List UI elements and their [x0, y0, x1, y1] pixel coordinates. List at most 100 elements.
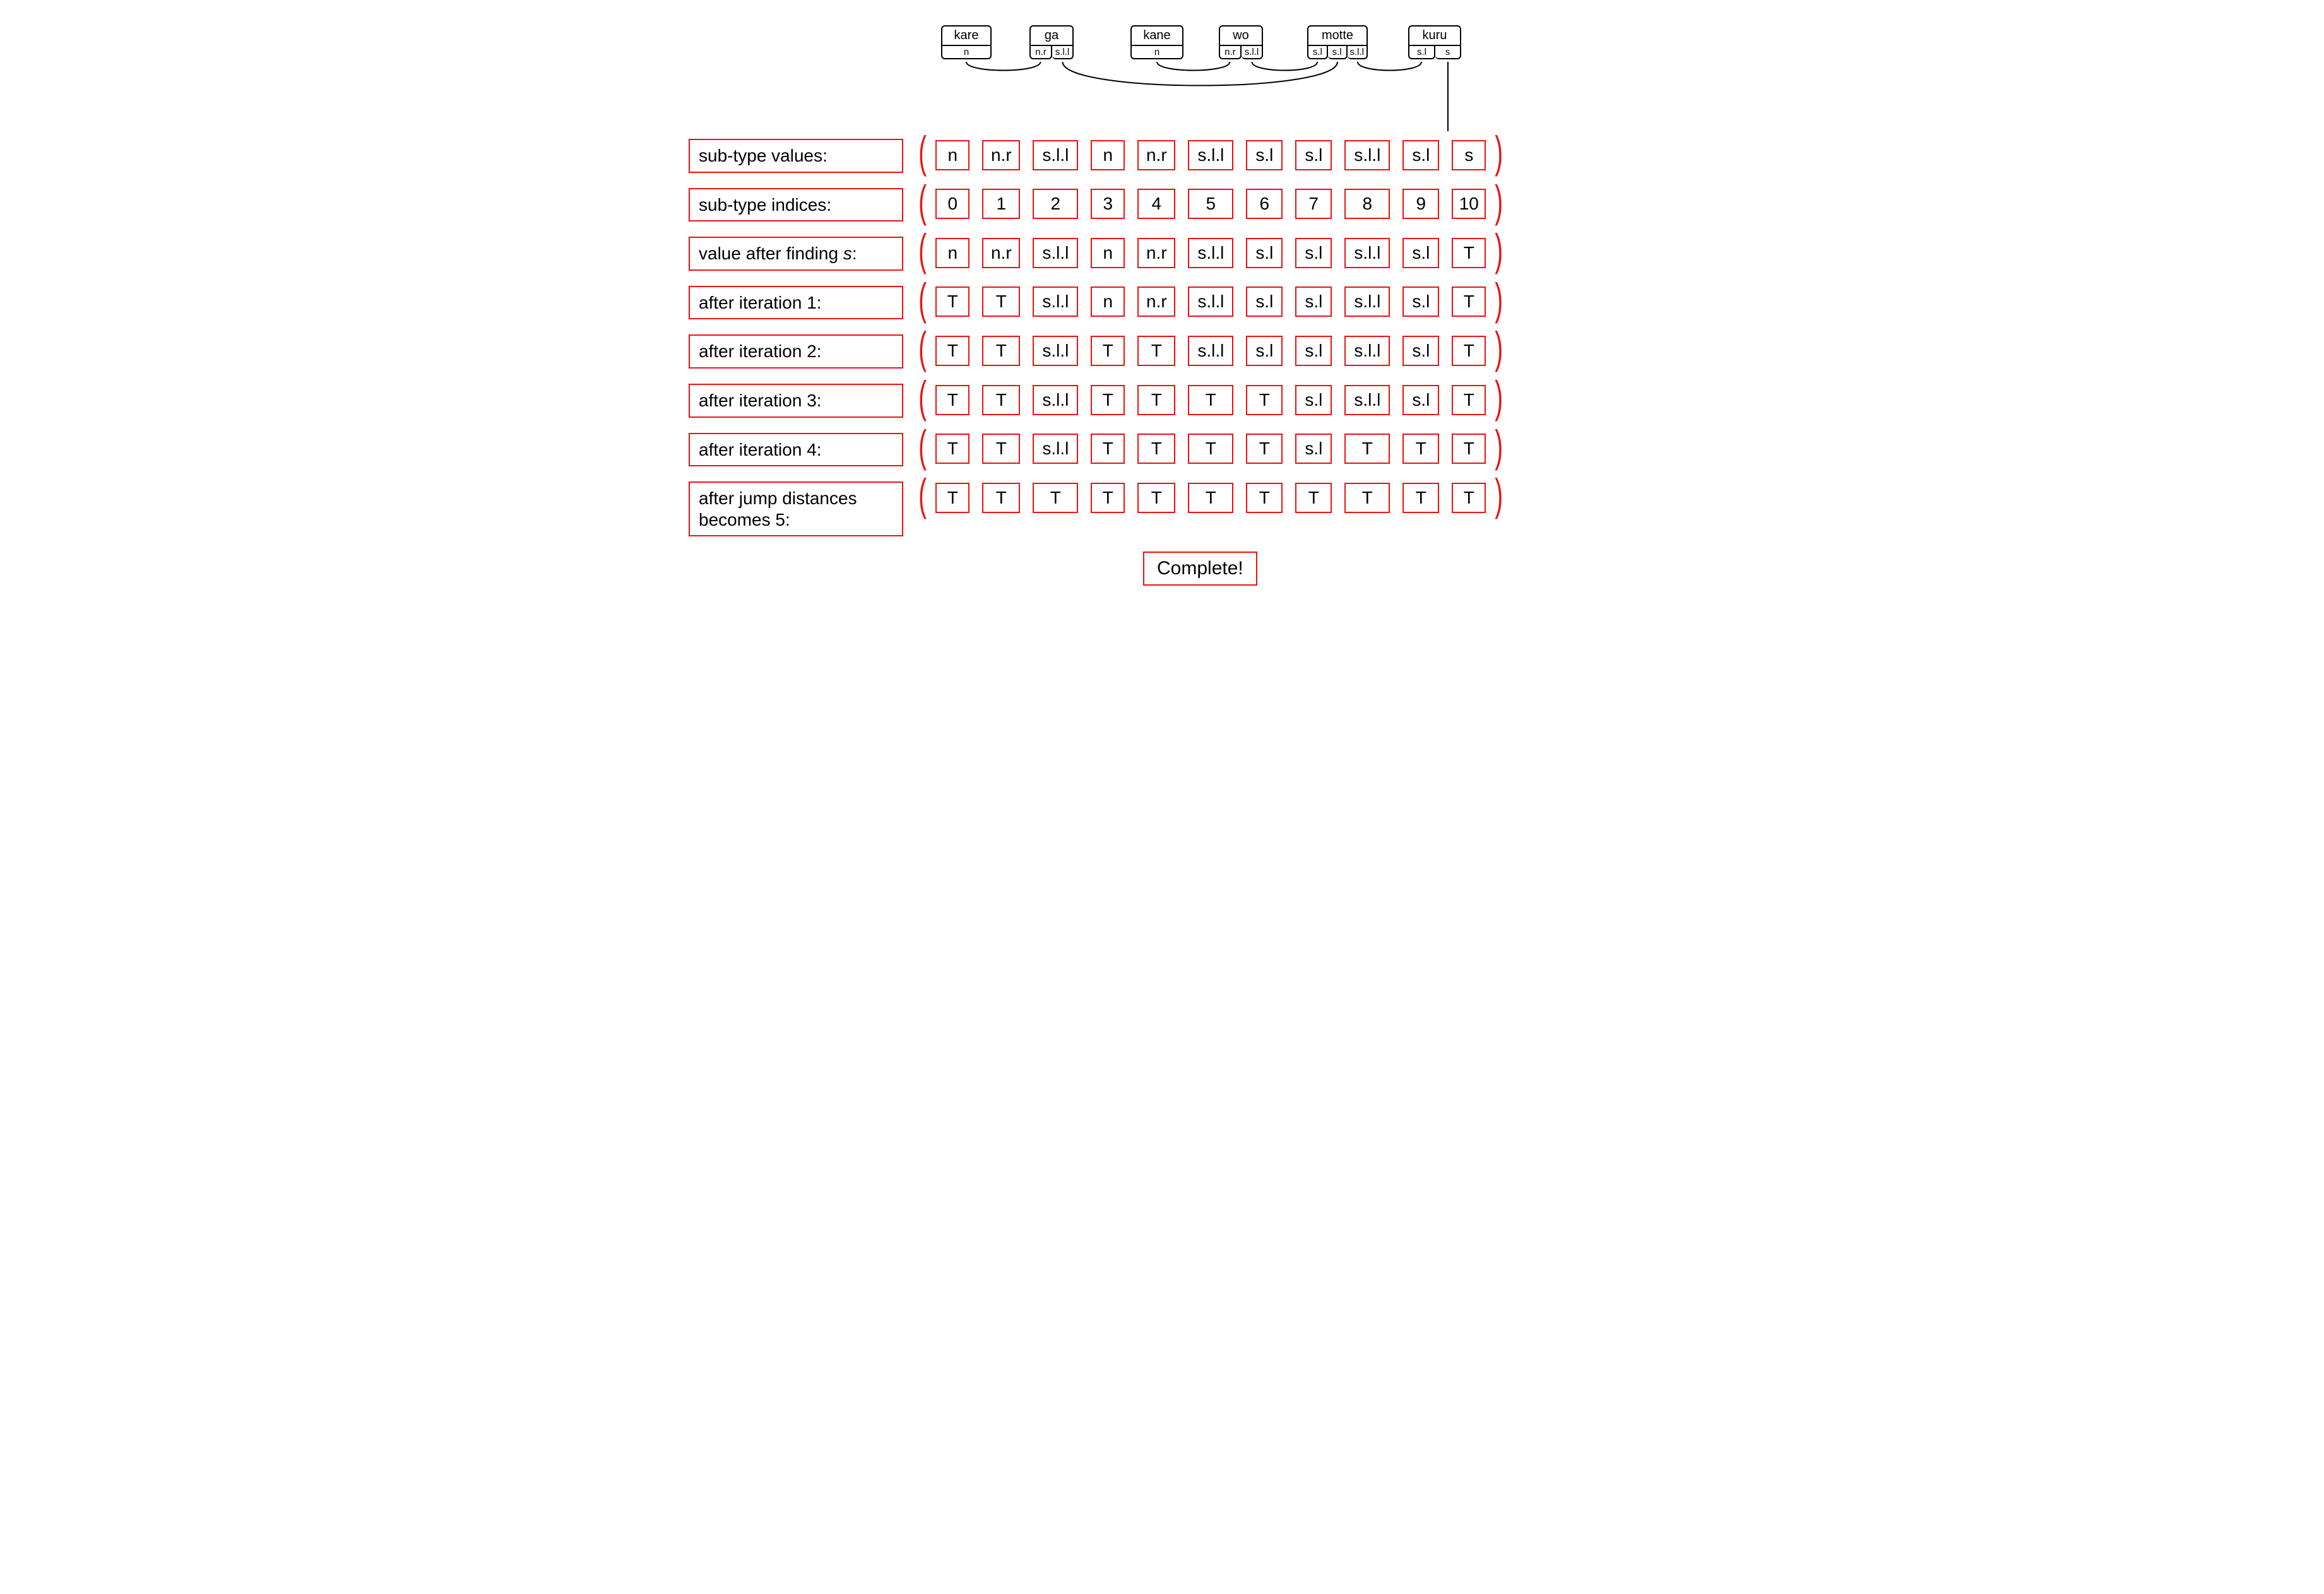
cell: T: [935, 434, 969, 464]
cell: 7: [1295, 189, 1332, 219]
iteration-row: after iteration 2:(TTs.l.lTTs.l.ls.ls.ls…: [689, 334, 1635, 369]
cell: 9: [1402, 189, 1439, 219]
subtype-cell: n.r: [1219, 46, 1242, 59]
cell: s.l.l: [1033, 434, 1078, 464]
word-label: wo: [1219, 25, 1263, 46]
cell: n: [1091, 286, 1125, 317]
subtype-cell: n.r: [1029, 46, 1052, 59]
bracket-right: ): [1495, 184, 1503, 219]
bracket-left: (: [918, 233, 927, 268]
cells-wrap: (TTTTTTTTTTT): [916, 481, 1506, 514]
complete-badge: Complete!: [1143, 552, 1257, 586]
cell: T: [935, 286, 969, 317]
bracket-right: ): [1495, 428, 1503, 464]
cell: T: [982, 385, 1020, 415]
cell: T: [935, 336, 969, 366]
cells-wrap: (nn.rs.l.lnn.rs.l.ls.ls.ls.l.ls.lT): [916, 237, 1506, 269]
cell: s.l: [1295, 286, 1332, 317]
row-label: after iteration 3:: [689, 384, 903, 418]
subtype-cell: s.l.l: [1348, 46, 1368, 59]
cell: 10: [1452, 189, 1486, 219]
subtype-bar: n.rs.l.l: [1219, 45, 1263, 59]
iteration-rows: sub-type values: ( n n.r s.l.l n n.r s.l.l s.l s.…: [689, 139, 1635, 536]
row-label: sub-type indices:: [689, 188, 903, 222]
iteration-row: sub-type values:(nn.rs.l.lnn.rs.l.ls.ls.…: [689, 139, 1635, 173]
iteration-row: after iteration 1:(TTs.l.lnn.rs.l.ls.ls.…: [689, 286, 1635, 320]
bracket-left: (: [918, 331, 927, 366]
cell: s.l.l: [1033, 385, 1078, 415]
cell: s.l.l: [1344, 336, 1390, 366]
bracket-right: ): [1495, 331, 1503, 366]
row-label: sub-type values:: [689, 139, 903, 173]
cell: s.l.l: [1344, 385, 1390, 415]
cell: T: [1402, 434, 1439, 464]
word-node: karen: [941, 25, 992, 59]
cell: T: [1344, 434, 1390, 464]
subtype-cell: n: [941, 46, 992, 59]
word-label: ga: [1029, 25, 1074, 46]
cell: T: [1188, 385, 1233, 415]
cell: s.l.l: [1188, 336, 1233, 366]
cell: T: [1246, 483, 1283, 513]
cell: T: [982, 483, 1020, 513]
bracket-right: ): [1495, 281, 1503, 317]
subtype-cell: s.l: [1328, 46, 1348, 59]
cell: s.l: [1402, 336, 1439, 366]
cell: s.l.l: [1344, 286, 1390, 317]
subtype-cell: s.l: [1307, 46, 1328, 59]
cell: n.r: [982, 238, 1020, 268]
cell: s.l.l: [1033, 336, 1078, 366]
cell: T: [1091, 336, 1125, 366]
row-label: value after finding s:: [689, 237, 903, 271]
cell: s.l.l: [1188, 238, 1233, 268]
cells: 012345678910: [929, 189, 1492, 219]
word-label: kare: [941, 25, 992, 46]
bracket-right: ): [1495, 478, 1503, 513]
cell: T: [1295, 483, 1332, 513]
word-label: kuru: [1408, 25, 1461, 46]
bracket-left: (: [918, 184, 927, 219]
cells: TTs.l.lTTTTs.ls.l.ls.lT: [929, 385, 1492, 415]
cell: n.r: [1137, 286, 1175, 317]
cell: T: [1033, 483, 1078, 513]
cell: T: [1246, 434, 1283, 464]
cell: s.l: [1402, 140, 1439, 170]
cell: 5: [1188, 189, 1233, 219]
cell: T: [1137, 434, 1175, 464]
cell: n.r: [982, 140, 1020, 170]
iteration-row: after iteration 3:(TTs.l.lTTTTs.ls.l.ls.…: [689, 384, 1635, 418]
cells: TTTTTTTTTTT: [929, 483, 1492, 513]
cells: TTs.l.lTTs.l.ls.ls.ls.l.ls.lT: [929, 336, 1492, 366]
cell: s.l: [1295, 385, 1332, 415]
cell: s.l: [1246, 238, 1283, 268]
cells-wrap: (TTs.l.lTTTTs.lTTT): [916, 433, 1506, 465]
cell: n: [935, 238, 969, 268]
subtype-cell: s.l: [1408, 46, 1435, 59]
iteration-row: after iteration 4:(TTs.l.lTTTTs.lTTT): [689, 433, 1635, 467]
cell: s.l: [1402, 238, 1439, 268]
cell: s.l.l: [1344, 140, 1390, 170]
cell: 1: [982, 189, 1020, 219]
cell: T: [935, 385, 969, 415]
cell: s: [1452, 140, 1486, 170]
cell: s.l: [1295, 434, 1332, 464]
cell: T: [1188, 483, 1233, 513]
cell: 8: [1344, 189, 1390, 219]
cell: T: [1137, 385, 1175, 415]
subtype-bar: s.ls: [1408, 45, 1461, 59]
cell: T: [1188, 434, 1233, 464]
cell: T: [1091, 483, 1125, 513]
cell: n.r: [1137, 140, 1175, 170]
word-node: kanen: [1130, 25, 1183, 59]
cell: s.l.l: [1188, 140, 1233, 170]
bracket-left: (: [918, 428, 927, 464]
cell: T: [1452, 286, 1486, 317]
subtype-bar: n.rs.l.l: [1029, 45, 1074, 59]
cell: T: [982, 286, 1020, 317]
cells-wrap: (TTs.l.lnn.rs.l.ls.ls.ls.l.ls.lT): [916, 286, 1506, 318]
cell: 0: [935, 189, 969, 219]
bracket-left: (: [918, 379, 927, 415]
word-label: motte: [1307, 25, 1368, 46]
cells: nn.rs.l.lnn.rs.l.ls.ls.ls.l.ls.lT: [929, 238, 1492, 268]
cells: nn.rs.l.lnn.rs.l.ls.ls.ls.l.ls.ls: [929, 140, 1492, 170]
